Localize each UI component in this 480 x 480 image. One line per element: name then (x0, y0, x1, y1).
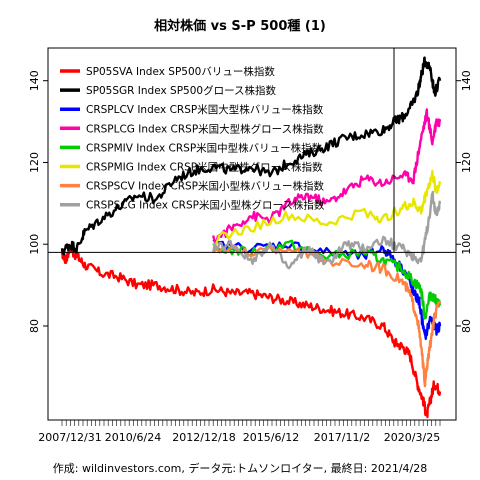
legend-label: CRSPLCG Index CRSP米国大型株グロース株指数 (86, 122, 324, 135)
series-line-0 (61, 244, 442, 419)
legend-label: CRSPLCV Index CRSP米国大型株バリュー株指数 (86, 103, 324, 116)
x-tick-label: 2015/6/12 (243, 431, 299, 444)
legend-label: CRSPSCG Index CRSP米国小型株グロース株指数 (86, 199, 325, 212)
legend: SP05SVA Index SP500バリュー株指数 SP05SGR Index … (60, 65, 325, 212)
chart-title: 相対株価 vs S-P 500種 (1) (154, 18, 326, 34)
legend-label: CRSPMIV Index CRSP米国中型株バリュー株指数 (86, 141, 323, 154)
y-tick-label-right: 120 (460, 152, 473, 173)
x-tick-label: 2017/11/2 (314, 431, 370, 444)
y-tick-label-right: 100 (460, 234, 473, 255)
series-line-5 (212, 169, 442, 246)
series-layer (60, 56, 442, 419)
x-tick-label: 2020/3/25 (384, 431, 440, 444)
series-line-1 (60, 56, 442, 256)
axes-layer: 80 80 100 100 120 120 140 140 2007/12/31 2010/6/2… (28, 48, 473, 444)
x-tick-label: 2012/12/18 (172, 431, 235, 444)
y-tick-label-left: 100 (28, 234, 41, 255)
chart-caption: 作成: wildinvestors.com, データ元:トムソンロイター, 最終… (53, 461, 427, 475)
series-line-6 (212, 244, 442, 388)
plot-frame (47, 47, 457, 421)
legend-label: CRSPMIG Index CRSP米国中型株グロース株指数 (86, 161, 323, 174)
y-tick-label-right: 140 (460, 70, 473, 91)
legend-label: CRSPSCV Index CRSP米国小型株バリュー株指数 (86, 180, 325, 193)
y-tick-label-right: 80 (460, 319, 473, 333)
legend-label: SP05SGR Index SP500グロース株指数 (86, 84, 277, 97)
y-tick-label-left: 120 (28, 152, 41, 173)
series-line-4 (212, 239, 442, 320)
legend-label: SP05SVA Index SP500バリュー株指数 (86, 65, 275, 78)
x-tick-label: 2007/12/31 (38, 431, 101, 444)
y-tick-label-left: 140 (28, 70, 41, 91)
x-tick-label: 2010/6/24 (105, 431, 161, 444)
y-tick-label-left: 80 (28, 319, 41, 333)
